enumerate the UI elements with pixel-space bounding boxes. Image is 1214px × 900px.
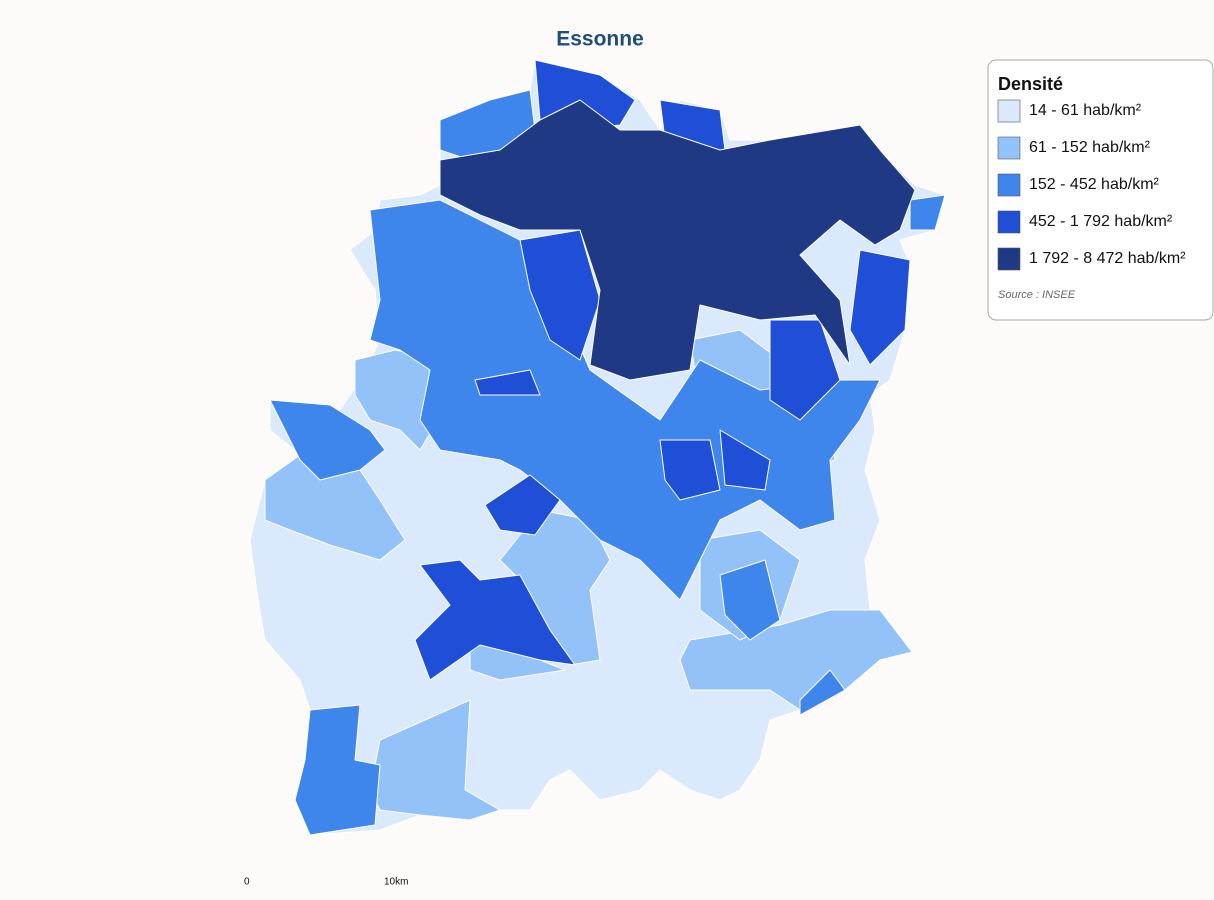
legend-swatch — [997, 247, 1021, 271]
commune-area — [909, 194, 946, 231]
commune-area — [849, 249, 911, 366]
legend-label: 152 - 452 hab/km² — [1029, 176, 1160, 193]
commune-area — [439, 99, 916, 381]
scale-label: 10km — [384, 877, 408, 888]
commune-area — [369, 199, 881, 601]
legend — [987, 59, 1214, 321]
commune-area — [769, 319, 841, 421]
legend-title: Densité — [998, 74, 1063, 94]
commune-area — [659, 439, 721, 501]
legend-label: 61 - 152 hab/km² — [1029, 139, 1151, 156]
legend-swatch — [997, 99, 1021, 123]
commune-area — [269, 399, 386, 481]
commune-area — [414, 559, 576, 681]
legend-swatch — [997, 173, 1021, 197]
scale-label: 0 — [244, 877, 250, 888]
legend-label: 14 - 61 hab/km² — [1029, 102, 1142, 119]
source: Source : INSEE — [998, 289, 1076, 301]
commune-area — [484, 474, 561, 536]
commune-area — [474, 369, 541, 396]
legend-items: 14 - 61 hab/km² 61 - 152 hab/km² 152 - 452… — [997, 99, 1186, 271]
legend-label: 1 792 - 8 472 hab/km² — [1029, 250, 1186, 267]
legend-swatch — [997, 210, 1021, 234]
commune-area — [799, 669, 846, 716]
map — [249, 59, 946, 836]
commune-area — [719, 559, 781, 641]
legend-swatch — [997, 136, 1021, 160]
commune-area — [719, 429, 771, 491]
legend-label: 452 - 1 792 hab/km² — [1029, 213, 1173, 230]
commune-area — [294, 704, 381, 836]
map-title: Essonne — [556, 28, 644, 51]
